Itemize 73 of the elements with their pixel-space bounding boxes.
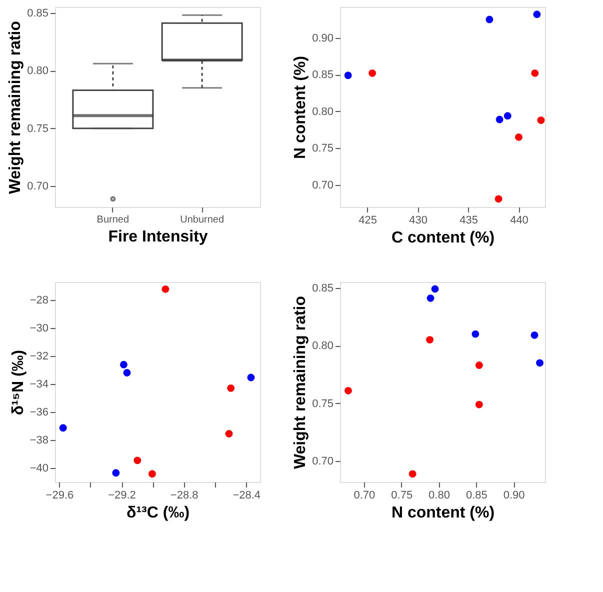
y-tick-label: 0.75 [27,122,48,135]
point [368,69,376,77]
y-axis-title: N content (%) [292,56,310,160]
y-tick-label: 0.70 [312,456,334,468]
y-axis-title: Weight remaining ratio [292,296,310,470]
y-axis-title: δ¹⁵N (‰) [10,350,27,416]
x-axis-title: δ¹³C (‰) [126,504,190,522]
point [344,386,352,394]
y-tick-label: −40 [30,462,48,475]
point [475,362,483,369]
point [496,116,504,124]
y-axis-title: Weight remaining ratio [7,20,24,194]
point [134,456,142,464]
y-tick-label: −30 [30,322,48,334]
x-tick-label: −29.2 [108,490,136,502]
point [426,294,434,302]
x-tick-label: 435 [460,214,478,226]
x-tick-label: 0.75 [391,490,413,502]
x-axis-title: Fire Intensity [108,228,208,246]
point [344,72,352,80]
y-tick-label: 0.75 [312,398,334,410]
y-tick-label: 0.75 [312,142,334,155]
point [408,470,416,478]
point [537,116,545,124]
y-tick-label: 0.70 [27,180,48,193]
y-tick-label: 0.80 [27,65,48,78]
y-tick-label: 0.80 [312,340,334,352]
x-tick-label: Unburned [180,214,224,226]
point [123,369,131,376]
point [148,470,156,478]
y-tick-label: 0.85 [312,69,334,82]
x-tick-label: −28.4 [232,490,261,502]
point [247,374,255,382]
point [120,360,128,368]
point [475,400,483,408]
y-tick-label: 0.90 [312,32,334,44]
x-tick-label: 0.80 [428,490,450,502]
point [426,336,434,344]
point [431,285,439,293]
y-tick-label: −36 [30,406,48,419]
x-tick-label: 0.90 [503,490,525,502]
x-tick-label: −28.8 [170,490,198,502]
point [531,69,539,77]
x-tick-label: 440 [510,214,528,226]
x-tick-label: −29.6 [46,490,74,502]
x-tick-label: 0.70 [354,490,376,502]
x-axis-title: N content (%) [391,504,495,522]
point [227,384,235,392]
point [533,10,541,18]
x-axis-title: C content (%) [391,230,495,246]
point [494,195,502,203]
y-tick-label: 0.70 [312,179,334,192]
point [59,424,67,432]
point [112,469,120,477]
x-tick-label: 0.85 [466,490,488,502]
y-tick-label: −28 [30,294,48,306]
point [536,359,544,367]
y-tick-label: −34 [30,378,48,390]
point [504,112,512,120]
x-tick-label: Burned [96,214,130,226]
x-tick-label: 425 [358,214,377,226]
point [225,430,233,438]
y-tick-label: −38 [30,434,48,447]
y-tick-label: 0.80 [312,106,334,118]
point [515,133,522,141]
y-tick-label: 0.85 [27,7,48,20]
point [162,285,170,293]
y-tick-label: −32 [30,350,48,362]
point [472,330,480,338]
point [486,16,494,24]
x-tick-label: 430 [409,214,428,226]
point [530,331,538,339]
y-tick-label: 0.85 [312,282,334,294]
